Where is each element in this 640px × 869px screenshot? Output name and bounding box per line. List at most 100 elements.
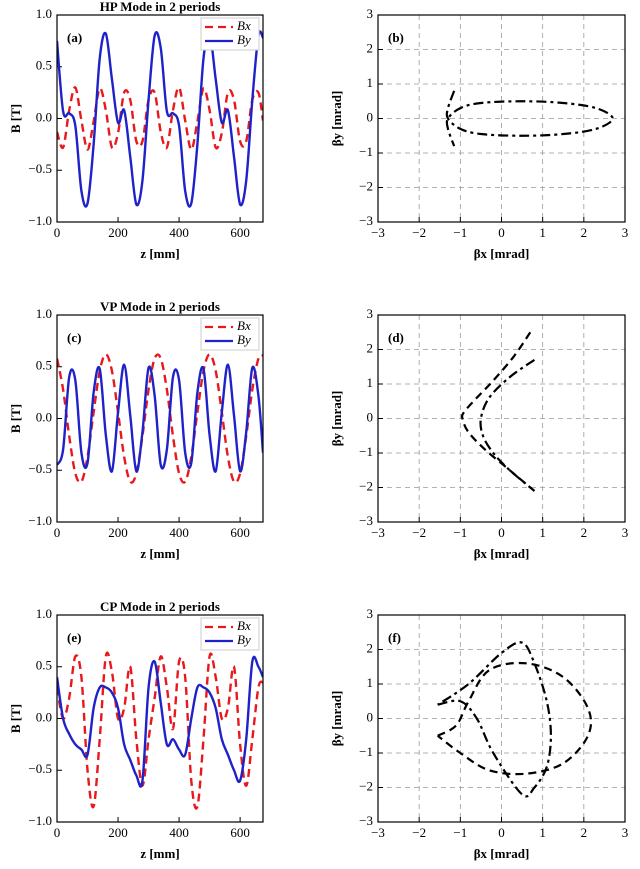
plot-frame [56, 314, 264, 523]
x-tick-label: 2 [581, 525, 588, 540]
y-tick-label: 1.0 [36, 606, 52, 621]
y-tick-label: −1 [359, 144, 373, 159]
y-tick-label: −0.5 [28, 461, 52, 476]
chart-title: VP Mode in 2 periods [100, 299, 220, 314]
x-axis-label: βx [mrad] [474, 846, 530, 861]
series-line [57, 30, 263, 208]
x-tick-label: 1 [539, 825, 546, 840]
y-tick-label: 0.0 [36, 109, 52, 124]
x-tick-label: 0 [498, 825, 505, 840]
series-line [460, 331, 536, 492]
y-tick-label: 1 [367, 75, 374, 90]
panel-label: (b) [388, 30, 404, 45]
y-axis-label: βy [mrad] [329, 691, 344, 747]
legend-label: Bx [237, 18, 251, 33]
panel-label: (f) [388, 630, 401, 645]
y-tick-label: −0.5 [28, 161, 52, 176]
x-tick-label: 200 [108, 225, 128, 240]
y-tick-label: 3 [367, 6, 374, 21]
y-tick-label: 1 [367, 375, 374, 390]
panel: −3 −2 −1 0 1 2 3 −3 −2 −1 0 1 2 3 (d) βx [mrad] βy [mrad… [329, 306, 628, 561]
x-tick-label: 1 [539, 225, 546, 240]
x-tick-label: −1 [453, 525, 467, 540]
y-tick-label: −2 [359, 178, 373, 193]
x-tick-label: 2 [581, 225, 588, 240]
panel: −3 −2 −1 0 1 2 3 −3 −2 −1 0 1 2 3 (b) βx [mrad] βy [mrad… [329, 6, 628, 261]
x-axis-label: z [mm] [140, 546, 179, 561]
plot-frame [377, 314, 626, 523]
x-axis-label: βx [mrad] [474, 546, 530, 561]
legend-box [200, 617, 260, 651]
x-tick-label: −2 [412, 225, 426, 240]
x-tick-label: −3 [371, 825, 385, 840]
x-tick-label: 1 [539, 525, 546, 540]
y-tick-label: −1.0 [28, 813, 52, 828]
series-line [57, 86, 263, 151]
y-tick-label: 1 [367, 675, 374, 690]
series-line [57, 363, 263, 473]
x-tick-label: 2 [581, 825, 588, 840]
series-line [479, 358, 536, 492]
x-tick-label: −1 [453, 825, 467, 840]
x-tick-label: 400 [169, 225, 189, 240]
panel-label: (e) [67, 630, 81, 645]
y-tick-label: −3 [359, 813, 373, 828]
y-tick-label: 2 [367, 340, 374, 355]
y-tick-label: −2 [359, 778, 373, 793]
x-tick-label: 200 [108, 525, 128, 540]
series-line [445, 90, 614, 147]
y-tick-label: 3 [367, 606, 374, 621]
y-axis-label: βy [mrad] [329, 391, 344, 447]
y-tick-label: −3 [359, 513, 373, 528]
plot-frame [377, 614, 626, 823]
panel-label: (a) [67, 30, 82, 45]
series-line [57, 655, 263, 788]
y-tick-label: −0.5 [28, 761, 52, 776]
plot-frame [377, 14, 626, 223]
legend-label: By [237, 632, 251, 647]
series-line [437, 641, 553, 798]
y-axis-label: B [T] [8, 704, 23, 733]
x-axis-label: z [mm] [140, 246, 179, 261]
y-tick-label: −1.0 [28, 513, 52, 528]
x-tick-label: 0 [498, 225, 505, 240]
panel: 0 200 400 600 −1.0 −0.5 0.0 0.5 1.0 VP Mode in 2 … [8, 299, 264, 561]
panel-label: (d) [388, 330, 404, 345]
y-tick-label: −1.0 [28, 213, 52, 228]
y-tick-label: 0 [367, 709, 374, 724]
legend-label: Bx [237, 618, 251, 633]
x-tick-label: 200 [108, 825, 128, 840]
x-tick-label: 3 [622, 825, 629, 840]
y-tick-label: 0 [367, 409, 374, 424]
x-tick-label: 600 [230, 825, 250, 840]
x-tick-label: 3 [622, 525, 629, 540]
panel-label: (c) [67, 330, 81, 345]
y-axis-label: B [T] [8, 404, 23, 433]
plot-frame [56, 614, 264, 823]
y-tick-label: 0.5 [36, 658, 52, 673]
x-tick-label: −2 [412, 825, 426, 840]
y-tick-label: −2 [359, 478, 373, 493]
plot-frame [56, 14, 264, 223]
legend-box [200, 17, 260, 51]
y-tick-label: 0.0 [36, 409, 52, 424]
panel: 0 200 400 600 −1.0 −0.5 0.0 0.5 1.0 HP Mode in 2 … [8, 0, 264, 261]
x-tick-label: 400 [169, 825, 189, 840]
x-tick-label: 0 [54, 225, 61, 240]
y-tick-label: 0.0 [36, 709, 52, 724]
legend-label: By [237, 32, 251, 47]
y-tick-label: −3 [359, 213, 373, 228]
y-tick-label: 2 [367, 640, 374, 655]
y-axis-label: βy [mrad] [329, 91, 344, 147]
chart-title: CP Mode in 2 periods [100, 599, 220, 614]
legend-label: By [237, 332, 251, 347]
panel: −3 −2 −1 0 1 2 3 −3 −2 −1 0 1 2 3 (f) βx [mrad] βy [mrad… [329, 606, 628, 861]
y-axis-label: B [T] [8, 104, 23, 133]
x-tick-label: 400 [169, 525, 189, 540]
chart-title: HP Mode in 2 periods [100, 0, 221, 14]
x-tick-label: −2 [412, 525, 426, 540]
x-axis-label: βx [mrad] [474, 246, 530, 261]
y-tick-label: 2 [367, 40, 374, 55]
x-tick-label: −3 [371, 525, 385, 540]
x-tick-label: 600 [230, 525, 250, 540]
